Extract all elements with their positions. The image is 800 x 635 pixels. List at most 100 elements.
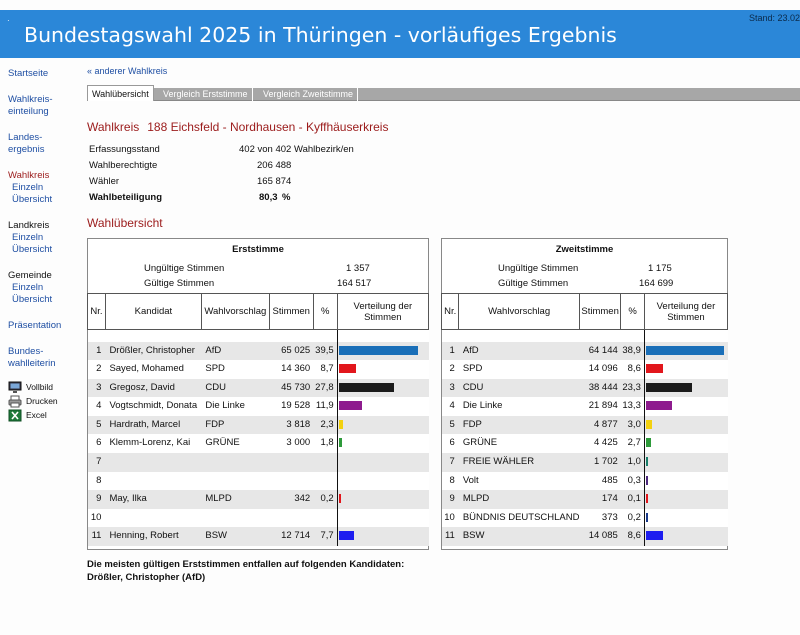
stand-timestamp: Stand: 23.02 bbox=[748, 13, 800, 23]
erststimme-header-row: Nr. Kandidat Wahlvorschlag Stimmen % Ver… bbox=[87, 293, 430, 330]
row-pct bbox=[313, 508, 338, 528]
section-title: Wahlübersicht bbox=[87, 216, 163, 230]
tab-wahluebersicht[interactable]: Wahlübersicht bbox=[87, 85, 154, 101]
row-kandidat: Drößler, Christopher bbox=[105, 341, 202, 361]
row-partei: MLPD bbox=[201, 490, 270, 509]
zweitstimme-bar bbox=[645, 419, 652, 429]
row-partei: Volt bbox=[458, 471, 580, 491]
col-header-wahlvorschlag: Wahlvorschlag bbox=[458, 293, 580, 330]
vollbild-button[interactable]: Vollbild bbox=[8, 380, 76, 394]
sidebar-link-landkreis-einzeln[interactable]: Einzeln bbox=[12, 232, 44, 243]
sidebar-item-startseite[interactable]: Startseite bbox=[8, 68, 49, 79]
sidebar-item-gemeinde: Gemeinde bbox=[8, 270, 52, 281]
col-header-kandidat: Kandidat bbox=[104, 293, 202, 330]
sidebar-item-wahlkreis[interactable]: Wahlkreis bbox=[8, 170, 50, 181]
bar-cell bbox=[336, 527, 429, 547]
row-stimmen: 14 085 bbox=[579, 527, 621, 547]
row-stimmen: 3 000 bbox=[269, 434, 314, 454]
row-kandidat bbox=[105, 471, 202, 491]
row-nr: 9 bbox=[441, 490, 459, 509]
col-header-nr: Nr. bbox=[440, 293, 460, 330]
sidebar-item-landesergebnis[interactable]: Landes- ergebnis bbox=[8, 132, 76, 156]
footer-line-1: Die meisten gültigen Erststimmen entfall… bbox=[87, 559, 405, 570]
row-stimmen: 65 025 bbox=[269, 341, 314, 361]
table-row: 1 Drößler, Christopher AfD 65 025 39,5 bbox=[87, 341, 429, 361]
wahlkreis-heading: Wahlkreis 188 Eichsfeld - Nordhausen - Ky… bbox=[87, 120, 388, 134]
bar-cell bbox=[643, 378, 728, 398]
ungueltig-label: Ungültige Stimmen bbox=[498, 263, 579, 274]
row-partei bbox=[201, 453, 270, 472]
erststimme-title: Erststimme bbox=[232, 244, 284, 255]
printer-icon bbox=[8, 395, 22, 408]
sidebar-link-wahlkreis-uebersicht[interactable]: Übersicht bbox=[12, 194, 53, 205]
bar-cell bbox=[336, 360, 429, 379]
row-stimmen: 14 360 bbox=[269, 360, 314, 379]
sidebar-item-label: wahlleiterin bbox=[8, 358, 56, 369]
row-partei bbox=[201, 471, 270, 491]
page-title: Bundestagswahl 2025 in Thüringen - vorlä… bbox=[24, 23, 617, 47]
zweitstimme-bar bbox=[645, 401, 673, 411]
row-kandidat: Sayed, Mohamed bbox=[105, 360, 202, 379]
bar-cell bbox=[336, 415, 429, 435]
row-stimmen: 64 144 bbox=[579, 341, 621, 361]
sidebar-link-wahlkreis-einzeln[interactable]: Einzeln bbox=[12, 182, 44, 193]
row-nr: 6 bbox=[441, 434, 459, 454]
table-row: 11 BSW 14 085 8,6 bbox=[441, 527, 728, 547]
col-header-stimmen: Stimmen bbox=[578, 293, 622, 330]
row-partei: BSW bbox=[458, 527, 580, 547]
sidebar-link-gemeinde-uebersicht[interactable]: Übersicht bbox=[12, 294, 53, 305]
erststimme-bar bbox=[338, 364, 357, 374]
zweitstimme-bar bbox=[645, 382, 693, 392]
sidebar-item-wahlleiterin[interactable]: Bundes- wahlleiterin bbox=[8, 346, 76, 370]
wahlberechtigte-label: Wahlberechtigte bbox=[89, 160, 158, 171]
row-nr: 2 bbox=[87, 360, 106, 379]
erststimme-bar bbox=[338, 494, 341, 504]
row-nr: 5 bbox=[441, 415, 459, 435]
anderer-wahlkreis-link[interactable]: « anderer Wahlkreis bbox=[87, 66, 168, 76]
table-row: 6 GRÜNE 4 425 2,7 bbox=[441, 434, 728, 454]
table-row: 10 BÜNDNIS DEUTSCHLAND 373 0,2 bbox=[441, 508, 728, 528]
row-nr: 4 bbox=[87, 397, 106, 416]
erfassungsstand-unit: Wahlbezirk/en bbox=[294, 144, 354, 155]
sidebar-item-praesentation[interactable]: Präsentation bbox=[8, 320, 62, 331]
bar-cell bbox=[643, 415, 728, 435]
row-kandidat: Klemm-Lorenz, Kai bbox=[105, 434, 202, 454]
sidebar-group-landkreis: Landkreis Einzeln Übersicht bbox=[8, 220, 76, 256]
table-row: 11 Henning, Robert BSW 12 714 7,7 bbox=[87, 527, 429, 547]
zweitstimme-bar bbox=[645, 438, 652, 448]
table-row: 7 bbox=[87, 453, 429, 472]
sidebar-link-gemeinde-einzeln[interactable]: Einzeln bbox=[12, 282, 44, 293]
drucken-button[interactable]: Drucken bbox=[8, 394, 76, 408]
row-partei: GRÜNE bbox=[201, 434, 270, 454]
row-pct: 8,6 bbox=[620, 527, 645, 547]
row-pct: 27,8 bbox=[313, 378, 338, 398]
row-kandidat bbox=[105, 453, 202, 472]
row-pct: 2,3 bbox=[313, 415, 338, 435]
sidebar-link-landkreis-uebersicht[interactable]: Übersicht bbox=[12, 244, 53, 255]
row-nr: 1 bbox=[87, 341, 106, 361]
row-nr: 10 bbox=[441, 508, 459, 528]
table-row: 8 Volt 485 0,3 bbox=[441, 471, 728, 491]
erststimme-bar bbox=[338, 401, 363, 411]
row-partei: Die Linke bbox=[458, 397, 580, 416]
row-kandidat: Gregosz, David bbox=[105, 378, 202, 398]
tab-vergleich-erststimme[interactable]: Vergleich Erststimme bbox=[159, 88, 253, 101]
zweitstimme-bar bbox=[645, 531, 664, 541]
zweitstimme-gueltig-row: Gültige Stimmen 164 699 bbox=[442, 276, 727, 291]
sidebar-item-wahlkreiseinteilung[interactable]: Wahlkreis- einteilung bbox=[8, 94, 76, 118]
zweitstimme-table: Nr. Wahlvorschlag Stimmen % Verteilung d… bbox=[440, 293, 729, 547]
erststimme-table: Nr. Kandidat Wahlvorschlag Stimmen % Ver… bbox=[87, 293, 430, 547]
sidebar-item-label: ergebnis bbox=[8, 144, 45, 155]
row-stimmen bbox=[269, 471, 314, 491]
bar-cell bbox=[336, 341, 429, 361]
row-stimmen: 4 425 bbox=[579, 434, 621, 454]
tab-vergleich-zweitstimme[interactable]: Vergleich Zweitstimme bbox=[259, 88, 359, 101]
bar-cell bbox=[336, 490, 429, 509]
row-stimmen: 174 bbox=[579, 490, 621, 509]
spacer-cell bbox=[441, 329, 645, 342]
table-row: 6 Klemm-Lorenz, Kai GRÜNE 3 000 1,8 bbox=[87, 434, 429, 454]
wahlbeteiligung-value: 80,3 bbox=[259, 192, 278, 203]
excel-button[interactable]: Excel bbox=[8, 408, 76, 422]
footer-note: Die meisten gültigen Erststimmen entfall… bbox=[87, 558, 404, 584]
erststimme-panel: Erststimme Ungültige Stimmen 1 357 Gülti… bbox=[87, 238, 430, 550]
